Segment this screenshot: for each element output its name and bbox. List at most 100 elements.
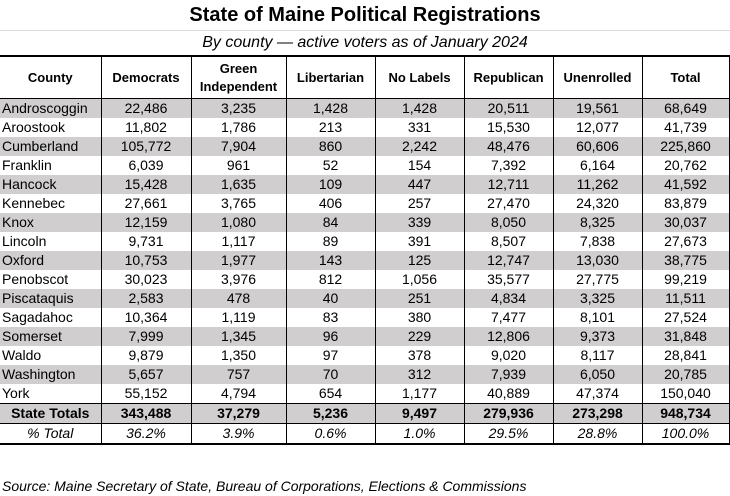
cell-total: 27,524 — [641, 308, 730, 327]
cell-republican: 7,392 — [463, 156, 554, 175]
cell-libertarian: 97 — [285, 346, 376, 365]
table-row: Oxford 10,753 1,977 143 125 12,747 13,030 38,77… — [0, 251, 730, 270]
header-total: Total — [641, 55, 730, 99]
cell-republican: 4,834 — [463, 289, 554, 308]
totals-libertarian: 5,236 — [285, 403, 376, 424]
cell-democrats: 6,039 — [100, 156, 192, 175]
cell-county: Somerset — [0, 327, 102, 346]
cell-republican: 7,939 — [463, 365, 554, 384]
cell-republican: 7,477 — [463, 308, 554, 327]
cell-green: 478 — [190, 289, 287, 308]
cell-republican: 12,806 — [463, 327, 554, 346]
table-row: York 55,152 4,794 654 1,177 40,889 47,374 150,0… — [0, 384, 730, 404]
cell-unenrolled: 11,262 — [552, 175, 643, 194]
header-republican: Republican — [463, 55, 554, 99]
cell-democrats: 30,023 — [100, 270, 192, 289]
cell-no-labels: 2,242 — [374, 137, 465, 156]
percent-total: 100.0% — [641, 423, 730, 445]
cell-green: 1,350 — [190, 346, 287, 365]
cell-county: Cumberland — [0, 137, 102, 156]
cell-county: Hancock — [0, 175, 102, 194]
cell-libertarian: 1,428 — [285, 98, 376, 118]
cell-democrats: 12,159 — [100, 213, 192, 232]
cell-libertarian: 96 — [285, 327, 376, 346]
table-row: Kennebec 27,661 3,765 406 257 27,470 24,320 83,… — [0, 194, 730, 213]
percent-libertarian: 0.6% — [285, 423, 376, 445]
cell-total: 225,860 — [641, 137, 730, 156]
cell-libertarian: 89 — [285, 232, 376, 251]
totals-green: 37,279 — [190, 403, 287, 424]
cell-total: 31,848 — [641, 327, 730, 346]
cell-unenrolled: 7,838 — [552, 232, 643, 251]
cell-democrats: 9,879 — [100, 346, 192, 365]
percent-democrats: 36.2% — [100, 423, 192, 445]
cell-unenrolled: 8,117 — [552, 346, 643, 365]
cell-libertarian: 70 — [285, 365, 376, 384]
cell-democrats: 105,772 — [100, 137, 192, 156]
cell-total: 27,673 — [641, 232, 730, 251]
cell-green: 961 — [190, 156, 287, 175]
totals-total: 948,734 — [641, 403, 730, 424]
cell-unenrolled: 8,101 — [552, 308, 643, 327]
cell-republican: 12,711 — [463, 175, 554, 194]
cell-democrats: 5,657 — [100, 365, 192, 384]
cell-total: 83,879 — [641, 194, 730, 213]
cell-libertarian: 83 — [285, 308, 376, 327]
cell-republican: 15,530 — [463, 118, 554, 137]
percent-total-row: % Total 36.2% 3.9% 0.6% 1.0% 29.5% 28.8%… — [0, 423, 730, 445]
cell-total: 20,762 — [641, 156, 730, 175]
cell-democrats: 2,583 — [100, 289, 192, 308]
totals-unenrolled: 273,298 — [552, 403, 643, 424]
cell-republican: 27,470 — [463, 194, 554, 213]
table-row: Somerset 7,999 1,345 96 229 12,806 9,373 31,848 — [0, 327, 730, 346]
percent-unenrolled: 28.8% — [552, 423, 643, 445]
cell-county: Knox — [0, 213, 102, 232]
cell-green: 1,080 — [190, 213, 287, 232]
cell-libertarian: 143 — [285, 251, 376, 270]
source-note: Source: Maine Secretary of State, Bureau… — [2, 478, 527, 494]
table-row: Franklin 6,039 961 52 154 7,392 6,164 20,762 — [0, 156, 730, 175]
cell-green: 3,976 — [190, 270, 287, 289]
cell-county: Kennebec — [0, 194, 102, 213]
cell-no-labels: 1,428 — [374, 98, 465, 118]
cell-unenrolled: 60,606 — [552, 137, 643, 156]
table-row: Knox 12,159 1,080 84 339 8,050 8,325 30,037 — [0, 213, 730, 232]
cell-democrats: 27,661 — [100, 194, 192, 213]
totals-label: State Totals — [0, 403, 102, 424]
cell-no-labels: 380 — [374, 308, 465, 327]
cell-total: 150,040 — [641, 384, 730, 404]
page-title: State of Maine Political Registrations — [0, 0, 730, 31]
cell-unenrolled: 6,050 — [552, 365, 643, 384]
percent-republican: 29.5% — [463, 423, 554, 445]
cell-county: Waldo — [0, 346, 102, 365]
cell-libertarian: 654 — [285, 384, 376, 404]
table-row: Washington 5,657 757 70 312 7,939 6,050 20,785 — [0, 365, 730, 384]
cell-unenrolled: 27,775 — [552, 270, 643, 289]
cell-green: 1,345 — [190, 327, 287, 346]
cell-unenrolled: 6,164 — [552, 156, 643, 175]
cell-libertarian: 406 — [285, 194, 376, 213]
cell-county: Piscataquis — [0, 289, 102, 308]
cell-unenrolled: 13,030 — [552, 251, 643, 270]
cell-total: 30,037 — [641, 213, 730, 232]
cell-green: 1,786 — [190, 118, 287, 137]
header-green-line1: Green — [219, 60, 258, 76]
cell-green: 3,765 — [190, 194, 287, 213]
cell-total: 68,649 — [641, 98, 730, 118]
cell-republican: 35,577 — [463, 270, 554, 289]
cell-republican: 12,747 — [463, 251, 554, 270]
cell-no-labels: 1,056 — [374, 270, 465, 289]
cell-total: 20,785 — [641, 365, 730, 384]
page-subtitle: By county — active voters as of January … — [202, 34, 528, 51]
table-row: Cumberland 105,772 7,904 860 2,242 48,476 60,6… — [0, 137, 730, 156]
cell-democrats: 9,731 — [100, 232, 192, 251]
cell-green: 1,635 — [190, 175, 287, 194]
cell-total: 28,841 — [641, 346, 730, 365]
cell-libertarian: 213 — [285, 118, 376, 137]
cell-democrats: 11,802 — [100, 118, 192, 137]
cell-total: 41,739 — [641, 118, 730, 137]
cell-libertarian: 52 — [285, 156, 376, 175]
cell-green: 7,904 — [190, 137, 287, 156]
header-democrats: Democrats — [100, 55, 192, 99]
cell-republican: 8,507 — [463, 232, 554, 251]
